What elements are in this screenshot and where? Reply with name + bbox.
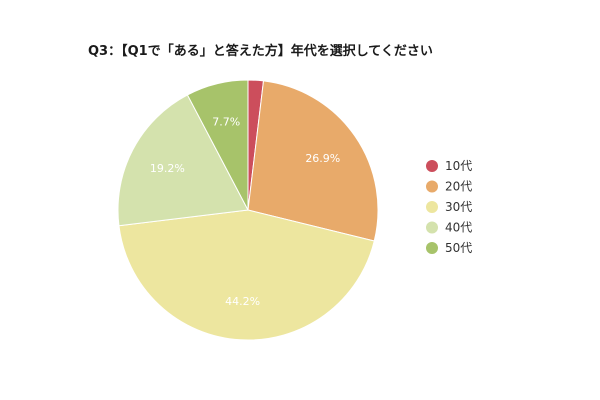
pie-data-labels: 26.9% 44.2% 19.2% 7.7% — [150, 116, 340, 308]
legend-marker-2 — [426, 201, 438, 213]
legend-label-0: 10代 — [445, 159, 472, 173]
legend: 10代 20代 30代 40代 50代 — [426, 159, 472, 255]
legend-marker-0 — [426, 160, 438, 172]
slice-data-label-4: 7.7% — [212, 116, 240, 129]
legend-label-4: 50代 — [445, 241, 472, 255]
slice-data-label-1: 26.9% — [305, 152, 340, 165]
legend-marker-3 — [426, 221, 438, 234]
pie-slice-2 — [118, 209, 375, 341]
legend-marker-4 — [426, 242, 438, 254]
pie-slice-3 — [117, 94, 249, 227]
legend-label-3: 40代 — [445, 221, 472, 235]
pie-slice-4 — [186, 79, 249, 211]
legend-label-1: 20代 — [445, 180, 472, 194]
pie-slice-1 — [247, 80, 379, 242]
legend-label-2: 30代 — [445, 200, 472, 214]
pie-slices — [117, 79, 379, 341]
chart-title: Q3：【Q1で「ある」と答えた方】年代を選択してください — [88, 44, 433, 59]
slice-data-label-2: 44.2% — [225, 295, 260, 308]
legend-marker-1 — [426, 180, 438, 193]
slice-data-label-3: 19.2% — [150, 162, 185, 175]
